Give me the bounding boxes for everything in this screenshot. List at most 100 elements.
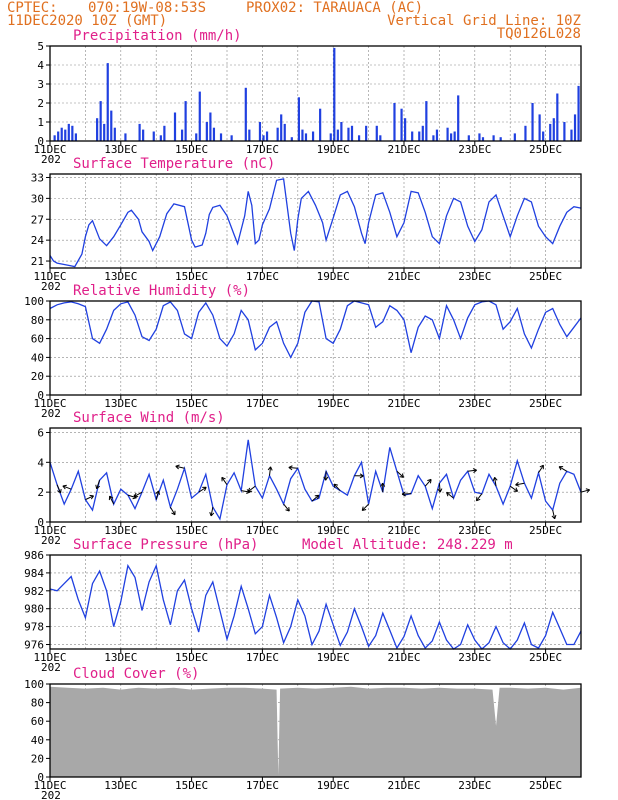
wind-arrow — [424, 479, 432, 487]
wind-arrow — [538, 464, 544, 474]
precip-bar — [365, 125, 368, 141]
wind-arrow-head — [333, 483, 339, 489]
humidity-xtick-label: 19DEC — [317, 397, 350, 410]
precip-bar — [180, 129, 184, 141]
precip-bar — [552, 118, 555, 141]
precip-ytick-label: 1 — [37, 116, 44, 129]
wind-arrow — [361, 503, 369, 511]
cloud-xtick-label: 11DEC — [33, 779, 66, 792]
precip-bar — [481, 137, 485, 141]
precip-bar — [425, 101, 428, 141]
pressure-annotation: Model Altitude: 248.229 m — [302, 537, 513, 553]
humidity-xtick-label: 17DEC — [246, 397, 279, 410]
precip-bar — [173, 112, 177, 141]
wind-arrow-head — [359, 473, 364, 479]
wind-arrow — [446, 492, 454, 499]
precip-bar — [142, 129, 145, 141]
cloud-xtick-label: 25DEC — [529, 779, 562, 792]
cloud-frame — [49, 683, 582, 778]
wind-arrow — [494, 477, 497, 487]
wind-arrow-head — [95, 484, 101, 490]
cloud-ytick-label: 20 — [31, 752, 44, 765]
wind-arrow-head — [62, 484, 67, 490]
wind-arrow — [133, 491, 143, 497]
wind-arrow — [396, 470, 404, 478]
wind-arrow-head — [401, 491, 406, 497]
precip-xtick-label: 17DEC — [246, 143, 279, 156]
pressure-year-label: 202 — [41, 661, 61, 674]
precip-bar — [513, 133, 516, 141]
pressure-xtick-label: 19DEC — [317, 651, 350, 664]
precip-bar — [297, 97, 300, 141]
temp-ytick-label: 30 — [31, 192, 44, 205]
temp-xtick-label: 11DEC — [33, 270, 66, 283]
wind-arrow — [175, 465, 185, 469]
wind-arrow-head — [492, 476, 498, 482]
precip-frame — [49, 45, 582, 142]
header-coordinates: 070:19W-08:53S — [88, 0, 207, 16]
precip-bar — [209, 112, 212, 141]
wind-arrow-head — [513, 487, 519, 492]
cloud-ytick-label: 100 — [24, 678, 44, 691]
wind-line — [49, 439, 582, 521]
wind-xtick-label: 21DEC — [387, 524, 420, 537]
precip-bar — [248, 129, 251, 141]
wind-ytick-label: 0 — [37, 516, 44, 529]
wind-arrow-head — [89, 494, 94, 500]
pressure-line — [49, 563, 582, 650]
humidity-title: Relative Humidity (%) — [73, 283, 250, 299]
header-source: CPTEC: — [7, 0, 58, 16]
wind-title: Surface Wind (m/s) — [73, 410, 225, 426]
wind-arrow — [169, 506, 176, 516]
precip-bar — [152, 131, 155, 141]
wind-year-label: 202 — [41, 534, 61, 547]
precip-bar — [499, 137, 502, 141]
humidity-year-label: 202 — [41, 407, 61, 420]
precip-bar — [393, 103, 396, 141]
precip-bar — [205, 122, 208, 141]
wind-arrow-head — [515, 481, 520, 487]
wind-arrow-head — [475, 496, 481, 502]
wind-arrow — [509, 485, 518, 492]
precip-bar — [347, 127, 350, 141]
precip-year-label: 202 — [41, 153, 61, 166]
temp-xtick-label: 15DEC — [175, 270, 208, 283]
pressure-xtick-label: 15DEC — [175, 651, 208, 664]
precip-ytick-label: 0 — [37, 135, 44, 148]
precip-xtick-label: 11DEC — [33, 143, 66, 156]
wind-arrow-head — [446, 491, 451, 497]
precip-bar — [124, 133, 127, 141]
precip-bar — [432, 135, 435, 141]
precip-ytick-label: 5 — [37, 40, 44, 53]
wind-arrow — [268, 466, 272, 476]
humidity-ytick-label: 100 — [24, 295, 44, 308]
precip-bar — [184, 101, 187, 141]
precip-bar — [265, 131, 269, 141]
precip-bar — [280, 114, 283, 141]
cloud-ytick-label: 40 — [31, 734, 44, 747]
precip-bar — [379, 135, 382, 141]
precip-bar — [219, 133, 223, 141]
precip-bar — [435, 129, 439, 141]
wind-arrow — [210, 506, 214, 517]
temp-frame — [49, 173, 582, 269]
precip-bar — [411, 131, 414, 141]
precip-bar — [106, 63, 109, 141]
humidity-ytick-label: 40 — [31, 351, 44, 364]
wind-arrow-head — [558, 466, 564, 471]
precip-bar — [453, 131, 456, 141]
header-grid-line: Vertical Grid Line: 10Z — [387, 13, 581, 29]
cloud-ytick-label: 80 — [31, 697, 44, 710]
wind-arrow-head — [472, 468, 477, 474]
wind-ytick-label: 4 — [37, 456, 44, 469]
wind-ytick-label: 6 — [37, 426, 44, 439]
cloud-ytick-label: 60 — [31, 715, 44, 728]
precip-bar — [333, 47, 336, 141]
precip-ytick-label: 4 — [37, 59, 44, 72]
temp-year-label: 202 — [41, 280, 61, 293]
wind-frame — [49, 427, 582, 523]
pressure-title: Surface Pressure (hPa) — [73, 537, 258, 553]
humidity-xtick-label: 11DEC — [33, 397, 66, 410]
wind-xtick-label: 23DEC — [458, 524, 491, 537]
wind-xtick-label: 17DEC — [246, 524, 279, 537]
